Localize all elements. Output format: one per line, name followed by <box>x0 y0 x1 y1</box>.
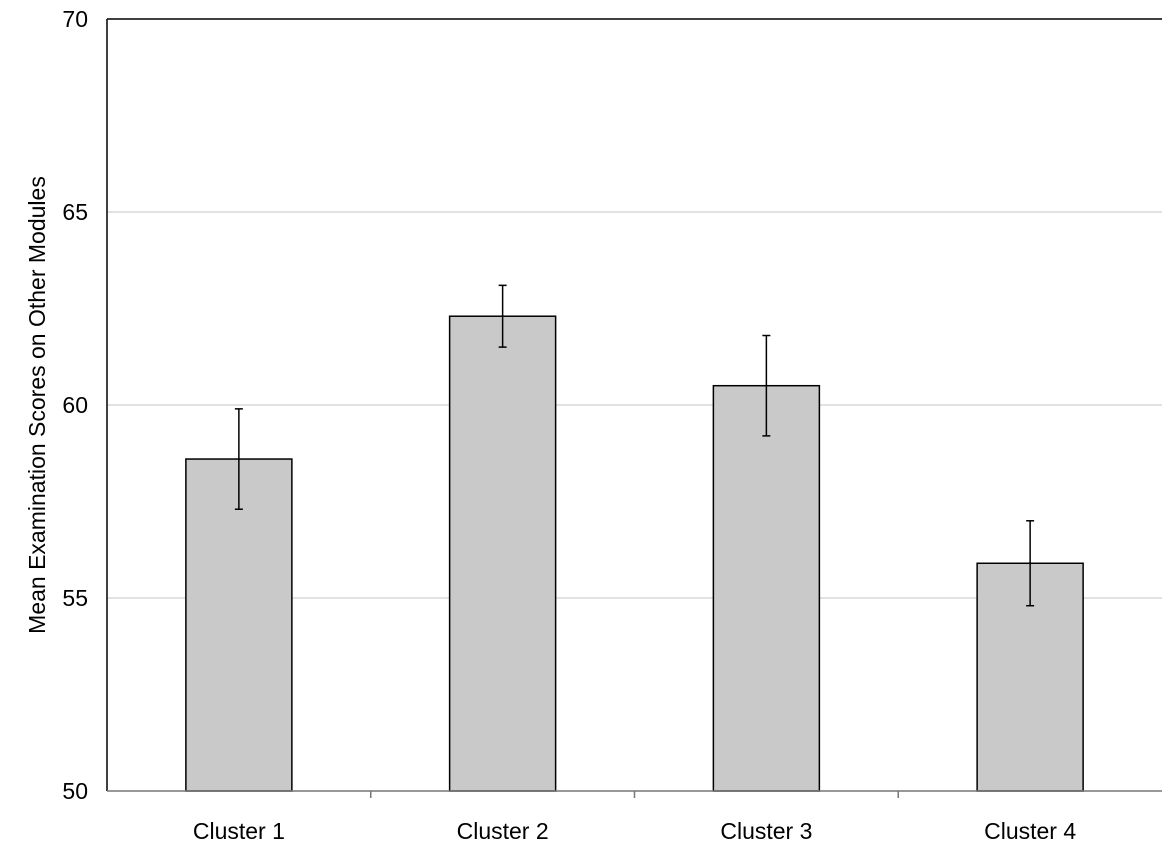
y-tick-label: 50 <box>62 778 88 804</box>
x-tick-label: Cluster 2 <box>457 818 549 844</box>
axes <box>106 18 1162 798</box>
y-tick-label: 65 <box>62 199 88 225</box>
x-tick-label: Cluster 3 <box>720 818 812 844</box>
bar <box>712 384 821 792</box>
x-tick-label: Cluster 1 <box>193 818 285 844</box>
x-tick-labels: Cluster 1 Cluster 2 Cluster 3 Cluster 4 <box>193 818 1076 844</box>
y-tick-labels: 50 55 60 65 70 <box>62 6 88 804</box>
y-tick-label: 60 <box>62 392 88 418</box>
bar <box>185 458 293 792</box>
error-bars <box>234 284 1035 607</box>
y-tick-label: 70 <box>62 6 88 32</box>
y-tick-label: 55 <box>62 585 88 611</box>
x-tick-label: Cluster 4 <box>984 818 1076 844</box>
y-axis-title: Mean Examination Scores on Other Modules <box>24 176 50 634</box>
bars <box>185 315 1084 792</box>
bar <box>448 315 557 792</box>
